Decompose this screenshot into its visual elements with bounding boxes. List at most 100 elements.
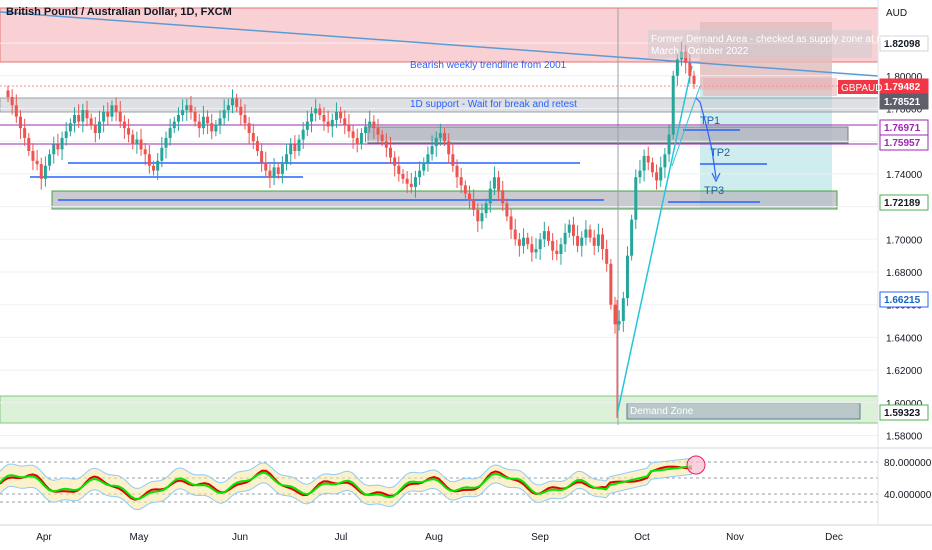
candle-78 — [330, 119, 334, 127]
candle-98 — [413, 177, 417, 187]
price-badge-label-0: 1.82098 — [884, 39, 921, 50]
candle-41 — [176, 115, 180, 122]
candle-121 — [509, 216, 513, 230]
time-label-0: Apr — [36, 532, 52, 543]
time-label-4: Aug — [425, 532, 443, 543]
time-label-5: Sep — [531, 532, 549, 543]
candle-32 — [139, 139, 143, 150]
candle-71 — [301, 129, 305, 140]
supply-label-line-2: March - October 2022 — [651, 46, 749, 57]
candle-27 — [118, 111, 122, 122]
candle-18 — [81, 110, 85, 122]
candle-87 — [368, 121, 372, 127]
candle-137 — [576, 236, 580, 246]
support-label: 1D support - Wait for break and retest — [410, 99, 577, 110]
price-badge-6 — [879, 291, 929, 308]
rsi-highlight — [686, 455, 706, 475]
candle-84 — [355, 137, 359, 145]
candle-73 — [310, 113, 314, 122]
candle-67 — [285, 154, 289, 165]
price-tick-2: 1.62000 — [886, 366, 923, 377]
candle-92 — [388, 147, 392, 158]
rsi-layer: 40.000000 80.000000 — [0, 447, 932, 526]
candles-layer — [6, 40, 696, 418]
symbol-badge-label: GBPAUD — [841, 83, 883, 94]
price-badge-2 — [879, 93, 929, 110]
candle-126 — [530, 244, 534, 253]
candle-127 — [534, 249, 538, 253]
entry-box — [703, 78, 837, 96]
candle-95 — [401, 173, 405, 179]
price-badge-label-3: 1.76971 — [884, 123, 921, 134]
tp3-label: TP3 — [704, 185, 724, 197]
candle-101 — [426, 154, 430, 163]
candle-136 — [571, 224, 575, 237]
price-tick-5: 1.68000 — [886, 268, 923, 279]
rsi-tick-label-1: 80.000000 — [884, 458, 932, 469]
price-axis[interactable]: AUD1.580001.600001.620001.640001.660001.… — [838, 0, 929, 525]
candle-80 — [339, 111, 343, 119]
candle-35 — [152, 165, 156, 171]
candle-145 — [609, 263, 613, 305]
candle-45 — [193, 111, 197, 122]
candle-58 — [247, 123, 251, 134]
candle-123 — [517, 239, 521, 246]
time-label-7: Nov — [726, 532, 744, 543]
time-axis[interactable]: Apr May Jun Jul Aug Sep Oct Nov Dec — [36, 532, 843, 543]
candle-160 — [671, 75, 675, 135]
candle-82 — [347, 124, 351, 132]
candle-133 — [559, 244, 563, 255]
candle-33 — [143, 149, 147, 155]
candle-146 — [613, 304, 617, 325]
candle-106 — [447, 141, 451, 155]
rally-line-2 — [671, 85, 701, 167]
candle-142 — [596, 234, 600, 246]
candle-26 — [114, 105, 118, 112]
price-tick-8: 1.74000 — [886, 170, 923, 181]
candle-34 — [147, 154, 151, 166]
candle-143 — [601, 234, 605, 250]
candle-24 — [106, 111, 110, 117]
candle-29 — [127, 128, 131, 135]
candle-65 — [276, 167, 280, 174]
candle-1 — [10, 97, 14, 106]
candle-103 — [434, 137, 438, 147]
candle-112 — [472, 200, 476, 210]
candle-70 — [297, 139, 301, 152]
candle-148 — [621, 298, 625, 322]
candle-161 — [675, 59, 679, 76]
candle-120 — [505, 203, 509, 217]
candle-93 — [393, 157, 397, 166]
candle-154 — [646, 155, 650, 163]
chart-title: British Pound / Australian Dollar, 1D, F… — [6, 6, 232, 18]
candle-102 — [430, 146, 434, 155]
candle-104 — [438, 133, 442, 138]
tp2-label: TP2 — [710, 147, 730, 159]
candle-44 — [189, 105, 193, 112]
candle-147 — [617, 321, 621, 325]
candle-122 — [513, 229, 517, 240]
candle-100 — [422, 162, 426, 171]
candle-124 — [522, 237, 526, 246]
candle-109 — [459, 177, 463, 186]
candle-6 — [31, 151, 35, 161]
candle-10 — [48, 154, 52, 166]
candle-46 — [197, 121, 201, 129]
candle-152 — [638, 170, 642, 178]
candle-74 — [314, 108, 318, 114]
price-badge-5 — [879, 194, 929, 211]
candle-0 — [6, 90, 10, 98]
grid-layer — [0, 8, 878, 436]
candle-63 — [268, 170, 272, 178]
bearish-trendline — [0, 11, 879, 77]
candle-140 — [588, 229, 592, 238]
candle-60 — [255, 141, 259, 152]
candle-28 — [122, 121, 126, 129]
candle-36 — [156, 160, 160, 171]
price-tick-11: 1.80000 — [886, 72, 923, 83]
candle-14 — [64, 131, 68, 138]
price-badge-label-7: 1.59323 — [884, 408, 921, 419]
candle-89 — [376, 128, 380, 135]
